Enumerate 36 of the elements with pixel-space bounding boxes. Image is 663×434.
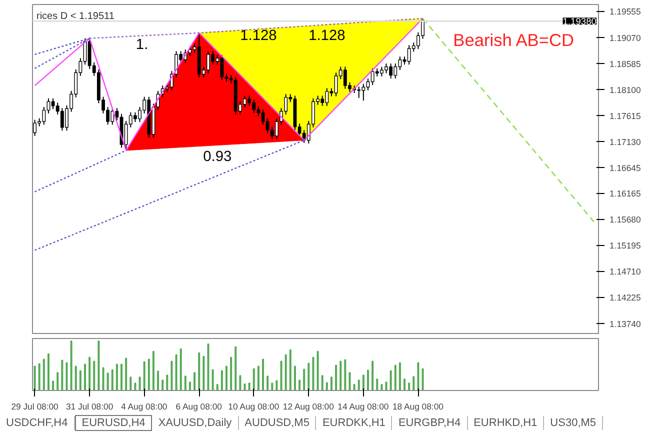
y-tick-label: 1.19555: [610, 6, 641, 17]
annotation: Bearish AB=CD: [453, 30, 574, 50]
text: EURUSD,H4: [74, 415, 152, 431]
y-tick-label: 1.15680: [610, 214, 641, 225]
x-tick-label: 10 Aug 08:00: [228, 402, 280, 412]
y-tick-label: 1.16645: [610, 162, 641, 173]
y-tick-label: 1.13740: [610, 318, 641, 329]
x-tick-label: 4 Aug 08:00: [120, 402, 168, 412]
x-tick-label: 31 Jul 08:00: [66, 402, 114, 412]
x-tick-label: 29 Jul 08:00: [11, 402, 59, 412]
x-tick-label: 12 Aug 08:00: [282, 402, 334, 412]
annotation: 1.128: [240, 28, 277, 44]
y-tick-label: 1.19070: [610, 32, 641, 43]
text: EURDKK,H1: [316, 416, 392, 430]
annotation: 1.128: [308, 28, 346, 44]
y-tick-label: 1.18100: [610, 84, 641, 95]
text: US30,M5: [544, 416, 604, 430]
x-tick-label: 6 Aug 08:00: [176, 402, 222, 412]
text: AUDUSD,M5: [238, 416, 316, 430]
text: USDCHF,H4: [0, 416, 75, 430]
annotation: rices D < 1.19511: [36, 11, 115, 22]
text: EURGBP,H4: [392, 416, 468, 430]
y-tick-label: 1.17615: [610, 110, 641, 121]
x-tick-label: 18 Aug 08:00: [392, 402, 444, 412]
y-tick-label: 1.17130: [610, 136, 641, 147]
x-tick-label: 14 Aug 08:00: [338, 402, 389, 412]
y-tick-label: 1.16165: [610, 188, 641, 199]
y-tick-label: 1.14225: [610, 292, 641, 303]
text: EURHKD,H1: [468, 416, 544, 430]
text: XAUUSD,Daily: [152, 416, 239, 430]
y-tick-label: 1.18585: [610, 58, 641, 69]
annotation: 1.: [136, 37, 148, 54]
y-tick-label: 1.14710: [610, 266, 641, 277]
annotation: 0.93: [203, 148, 232, 165]
ref-line-label: 1.19380: [562, 16, 597, 27]
y-tick-label: 1.15195: [610, 240, 641, 251]
